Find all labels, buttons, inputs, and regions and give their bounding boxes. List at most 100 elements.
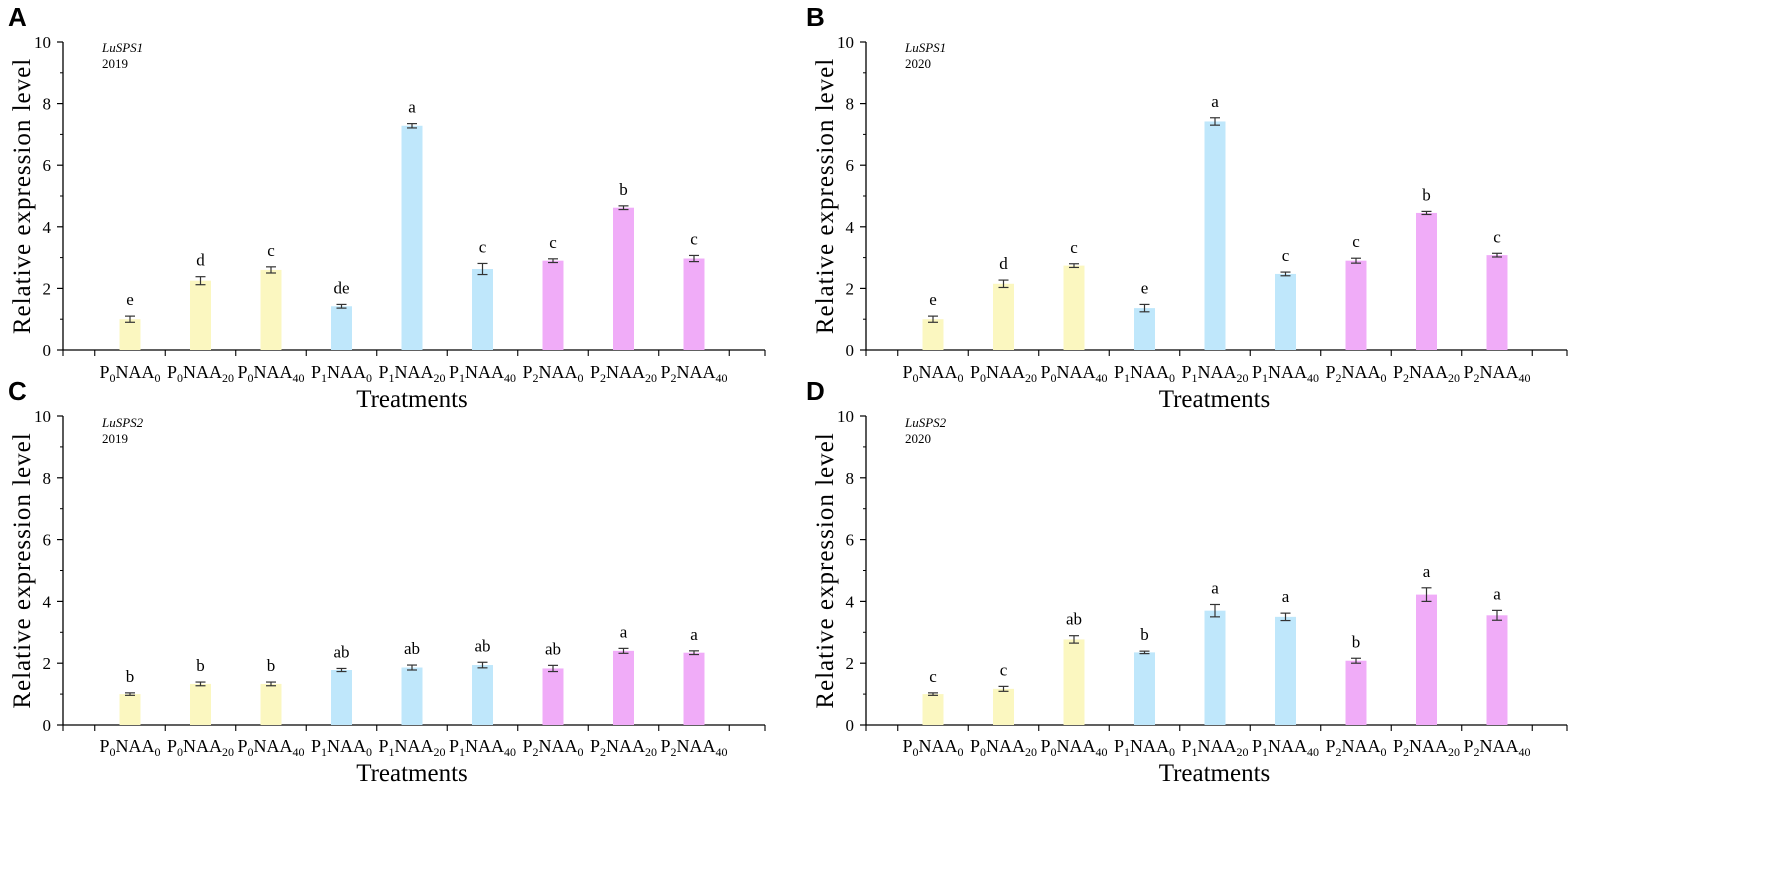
category-label-part: 40	[1519, 745, 1531, 759]
category-label-part: 40	[293, 371, 305, 385]
y-axis-title: Relative expression level	[812, 432, 839, 708]
panel-d: DLuSPS220200246810cP0NAA0cP0NAA20abP0NAA…	[806, 376, 1568, 787]
category-label-part: 1	[459, 745, 465, 759]
category-label-part: NAA	[1480, 736, 1519, 756]
category-label-part: 20	[222, 371, 234, 385]
category-label-part: 2	[1403, 745, 1409, 759]
category-label-part: NAA	[183, 362, 222, 382]
category-label-part: NAA	[116, 362, 155, 382]
y-tick-label: 6	[846, 531, 855, 550]
category-label-part: 20	[434, 745, 446, 759]
y-tick-label: 8	[846, 469, 855, 488]
category-label-part: NAA	[1480, 362, 1519, 382]
category-label-part: NAA	[465, 362, 504, 382]
category-label-part: NAA	[1198, 362, 1237, 382]
category-label: P1NAA40	[449, 362, 516, 385]
bar	[190, 280, 211, 350]
significance-letter: d	[196, 251, 205, 270]
x-axis-title: Treatments	[356, 760, 468, 787]
y-tick-label: 4	[846, 218, 855, 237]
y-tick-label: 10	[837, 407, 854, 426]
category-label-part: 2	[600, 371, 606, 385]
category-label-part: 40	[504, 371, 516, 385]
category-label-part: 1	[1262, 745, 1268, 759]
category-label: P1NAA20	[378, 362, 445, 385]
y-tick-label: 4	[43, 218, 52, 237]
significance-letter: a	[1211, 92, 1219, 111]
category-label-part: P	[1463, 362, 1473, 382]
significance-letter: a	[690, 625, 698, 644]
category-label-part: 1	[1124, 371, 1130, 385]
category-label-part: P	[449, 736, 459, 756]
significance-letter: e	[929, 290, 937, 309]
bar	[922, 319, 944, 350]
category-label: P0NAA20	[970, 362, 1037, 385]
category-label-part: 40	[1307, 371, 1319, 385]
bar	[1486, 615, 1508, 725]
category-label-part: P	[590, 736, 600, 756]
category-label-part: 0	[958, 371, 964, 385]
significance-letter: c	[267, 241, 275, 260]
category-label-part: 20	[1237, 745, 1249, 759]
significance-letter: a	[620, 622, 628, 641]
category-label-part: P	[1252, 362, 1262, 382]
category-label-part: P	[1393, 362, 1403, 382]
category-label-part: 20	[434, 371, 446, 385]
category-label-part: P	[1040, 362, 1050, 382]
category-label-part: 1	[389, 371, 395, 385]
y-tick-label: 0	[846, 341, 855, 360]
category-label-part: NAA	[254, 736, 293, 756]
category-label-part: 20	[645, 371, 657, 385]
category-label: P1NAA0	[1114, 362, 1175, 385]
category-label-part: 40	[1519, 371, 1531, 385]
y-tick-label: 6	[43, 156, 52, 175]
significance-letter: b	[196, 656, 205, 675]
category-label: P2NAA0	[522, 736, 583, 759]
category-label-part: 0	[913, 371, 919, 385]
bar	[613, 650, 634, 725]
category-label: P0NAA40	[237, 362, 304, 385]
category-label-part: NAA	[1342, 362, 1381, 382]
category-label: P1NAA0	[311, 736, 372, 759]
significance-letter: b	[126, 667, 135, 686]
bar	[260, 683, 282, 725]
panel-b: BLuSPS120200246810eP0NAA0dP0NAA20cP0NAA4…	[806, 2, 1568, 413]
category-label: P2NAA20	[1393, 362, 1460, 385]
bar	[401, 667, 423, 725]
significance-letter: c	[690, 229, 698, 248]
category-label: P2NAA0	[1325, 362, 1386, 385]
category-label-part: P	[311, 736, 321, 756]
bar	[1345, 660, 1367, 725]
significance-letter: ab	[404, 639, 420, 658]
significance-letter: e	[126, 290, 134, 309]
category-label: P2NAA40	[660, 736, 727, 759]
category-label-part: NAA	[1268, 736, 1307, 756]
bar	[119, 694, 141, 725]
category-label-part: 20	[1237, 371, 1249, 385]
significance-letter: b	[1352, 632, 1361, 651]
category-label-part: 2	[671, 371, 677, 385]
category-label-part: 0	[980, 371, 986, 385]
significance-letter: a	[1423, 562, 1431, 581]
category-label-part: 2	[1336, 371, 1342, 385]
bar	[1063, 639, 1085, 725]
y-tick-label: 10	[34, 33, 51, 52]
category-label-part: P	[1114, 736, 1124, 756]
category-label-part: NAA	[183, 736, 222, 756]
bar	[472, 665, 493, 725]
significance-letter: de	[333, 278, 349, 297]
panel-a: ALuSPS120190246810eP0NAA0dP0NAA20cP0NAA4…	[8, 2, 766, 413]
gene-label: LuSPS1	[101, 40, 143, 55]
category-label-part: NAA	[1057, 736, 1096, 756]
category-label-part: NAA	[116, 736, 155, 756]
category-label: P0NAA40	[1040, 736, 1107, 759]
category-label-part: P	[99, 736, 109, 756]
category-label-part: 20	[1025, 371, 1037, 385]
category-label-part: 1	[321, 745, 327, 759]
bar	[993, 283, 1014, 350]
significance-letter: c	[1493, 227, 1501, 246]
category-label-part: P	[590, 362, 600, 382]
category-label-part: P	[237, 362, 247, 382]
bar	[613, 207, 634, 350]
category-label: P1NAA40	[449, 736, 516, 759]
